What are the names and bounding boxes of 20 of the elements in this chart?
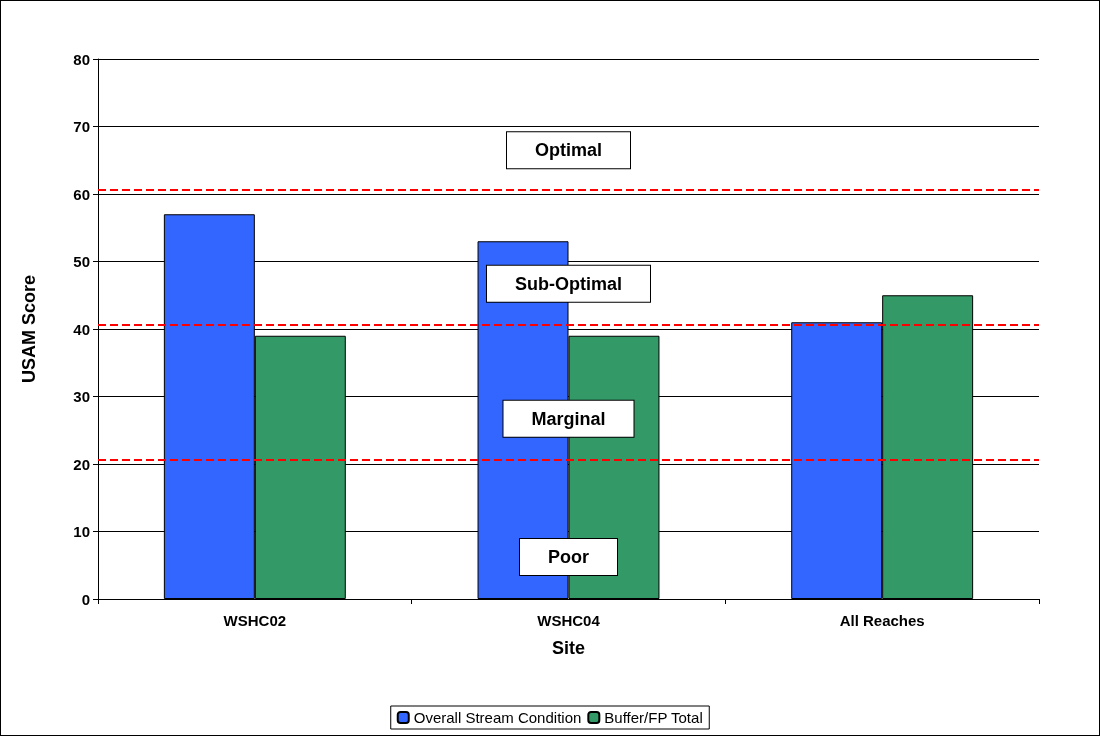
y-tick-label: 40 xyxy=(73,320,90,338)
legend-label: Overall Stream Condition xyxy=(413,709,582,726)
legend-label: Buffer/FP Total xyxy=(604,709,703,726)
y-tick-label: 80 xyxy=(73,50,90,68)
y-tick-label: 50 xyxy=(73,253,90,270)
annotation: Sub-Optimal xyxy=(515,273,622,294)
y-tick-label: 10 xyxy=(73,523,90,540)
annotation: Marginal xyxy=(531,408,606,429)
x-axis-title: Site xyxy=(551,638,586,658)
y-tick-label: 30 xyxy=(73,388,90,405)
y-tick-label: 70 xyxy=(73,118,90,135)
x-tick-label: WSHC04 xyxy=(537,612,601,629)
y-tick-label: 60 xyxy=(73,185,90,203)
y-tick-label: 0 xyxy=(81,590,90,608)
annotation: Poor xyxy=(547,547,590,568)
x-tick-label: All Reaches xyxy=(839,612,925,629)
y-axis-title: USAM Score xyxy=(19,274,39,384)
x-tick-label: WSHC02 xyxy=(223,612,287,629)
annotation: Optimal xyxy=(534,140,603,161)
y-tick-label: 20 xyxy=(73,455,90,473)
